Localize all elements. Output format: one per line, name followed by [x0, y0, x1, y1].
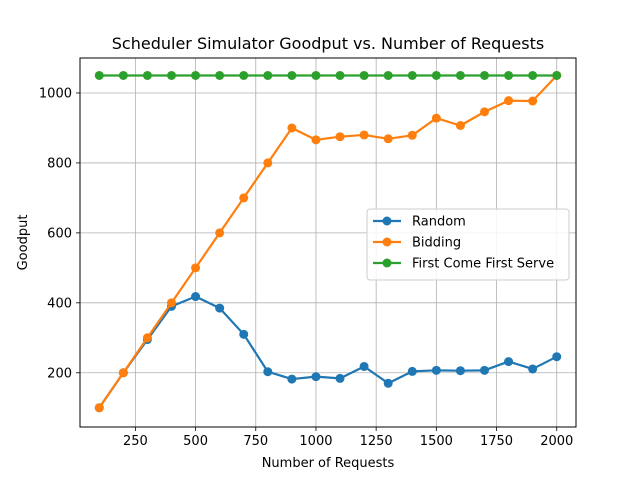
legend-marker — [382, 258, 392, 268]
data-point — [383, 70, 393, 80]
data-point — [383, 134, 393, 144]
data-point — [552, 70, 562, 80]
data-point — [407, 130, 417, 140]
legend-marker — [382, 237, 392, 247]
data-point — [455, 70, 465, 80]
x-tick-label: 1750 — [480, 434, 513, 449]
series-line — [98, 74, 558, 409]
data-point — [142, 70, 152, 80]
data-point — [335, 373, 345, 383]
legend-item: First Come First Serve — [373, 257, 554, 272]
data-point — [166, 70, 176, 80]
legend-label: First Come First Serve — [412, 257, 554, 272]
data-point — [359, 70, 369, 80]
data-point — [552, 352, 562, 362]
data-point — [480, 70, 490, 80]
legend-box — [366, 208, 570, 281]
y-tick-label: 800 — [47, 156, 72, 171]
data-point — [311, 70, 321, 80]
x-tick-label: 250 — [123, 434, 148, 449]
legend-item: Bidding — [373, 236, 461, 251]
data-point — [480, 107, 490, 117]
legend-item: Random — [373, 215, 466, 230]
data-point — [287, 374, 297, 384]
data-point — [407, 70, 417, 80]
data-point — [239, 70, 249, 80]
data-point — [359, 361, 369, 371]
legend-label: Random — [412, 215, 466, 230]
chart-title: Scheduler Simulator Goodput vs. Number o… — [112, 34, 544, 53]
data-point — [335, 132, 345, 142]
plot-area-frame — [79, 57, 577, 428]
data-point — [528, 364, 538, 374]
x-tick-label: 500 — [183, 434, 208, 449]
data-point — [191, 70, 201, 80]
data-point — [166, 298, 176, 308]
data-point — [455, 121, 465, 131]
legend: Random Bidding First Come First Serve — [366, 208, 570, 281]
x-tick-label: 2000 — [540, 434, 573, 449]
data-point — [431, 70, 441, 80]
series-lines — [94, 70, 562, 413]
y-tick-label: 200 — [47, 366, 72, 381]
data-point — [94, 403, 104, 413]
data-point — [239, 329, 249, 339]
x-tick-label: 1500 — [420, 434, 453, 449]
data-point — [383, 378, 393, 388]
data-point — [118, 70, 128, 80]
series-line — [98, 295, 558, 409]
data-point — [191, 263, 201, 273]
data-point — [94, 70, 104, 80]
data-point — [431, 113, 441, 123]
legend-marker — [382, 216, 392, 226]
x-axis-label: Number of Requests — [262, 456, 395, 471]
data-point — [215, 228, 225, 238]
x-tick-label: 1250 — [360, 434, 393, 449]
data-point — [239, 193, 249, 203]
data-point — [191, 292, 201, 302]
y-axis-label: Goodput — [16, 215, 31, 271]
data-point — [287, 70, 297, 80]
data-point — [480, 365, 490, 375]
x-tick-label: 1000 — [299, 434, 332, 449]
legend-label: Bidding — [412, 236, 461, 251]
data-point — [311, 135, 321, 145]
data-point — [287, 123, 297, 133]
data-point — [359, 130, 369, 140]
data-point — [504, 70, 514, 80]
data-point — [263, 158, 273, 168]
y-tick-label: 1000 — [39, 86, 72, 101]
data-point — [215, 303, 225, 313]
axis-ticks: 250 500 750 1000 1250 1500 1750 2000 200 400 600 80… — [39, 86, 573, 449]
data-point — [142, 333, 152, 343]
data-point — [263, 70, 273, 80]
y-tick-label: 400 — [47, 296, 72, 311]
data-point — [215, 70, 225, 80]
x-tick-label: 750 — [243, 434, 268, 449]
series-first-come-first-serve — [94, 70, 562, 80]
data-point — [455, 366, 465, 376]
data-point — [431, 365, 441, 375]
series-random — [94, 292, 562, 413]
data-point — [504, 357, 514, 367]
series-bidding — [94, 70, 562, 413]
data-point — [528, 96, 538, 106]
data-point — [528, 70, 538, 80]
data-point — [311, 372, 321, 382]
data-point — [504, 96, 514, 106]
data-point — [263, 367, 273, 377]
data-point — [407, 366, 417, 376]
y-tick-label: 600 — [47, 226, 72, 241]
data-point — [335, 70, 345, 80]
data-point — [118, 368, 128, 378]
